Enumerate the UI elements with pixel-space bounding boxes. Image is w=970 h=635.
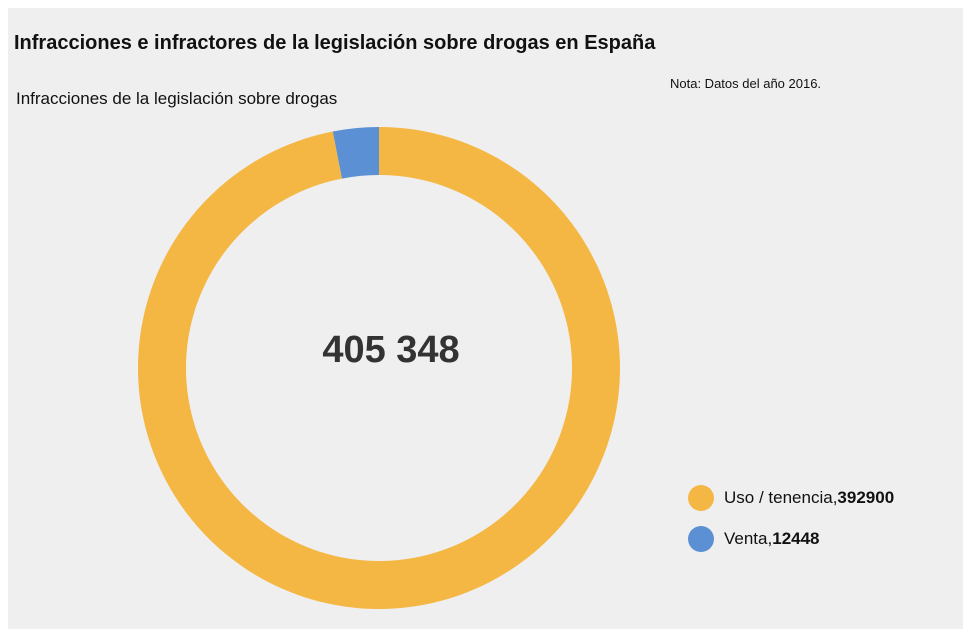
legend-swatch-venta — [688, 526, 714, 552]
legend-item-uso-tenencia: Uso / tenencia, 392900 — [688, 485, 894, 511]
donut-slices — [137, 127, 621, 609]
center-total-label: 405 348 — [322, 329, 459, 371]
legend: Uso / tenencia, 392900 Venta, 12448 — [688, 485, 894, 567]
legend-item-venta: Venta, 12448 — [688, 526, 894, 552]
legend-swatch-uso-tenencia — [688, 485, 714, 511]
legend-label-uso-tenencia: Uso / tenencia — [724, 488, 833, 507]
data-note: Nota: Datos del año 2016. — [670, 76, 822, 91]
legend-value-venta: 12448 — [772, 529, 820, 548]
legend-label-venta: Venta — [724, 529, 768, 548]
chart-title: Infracciones de la legislación sobre dro… — [16, 89, 338, 108]
page-title: Infracciones e infractores de la legisla… — [14, 32, 656, 54]
legend-separator: , — [832, 488, 838, 507]
legend-separator: , — [767, 529, 773, 548]
legend-value-uso-tenencia: 392900 — [837, 488, 895, 507]
donut-slice-venta — [332, 127, 379, 179]
